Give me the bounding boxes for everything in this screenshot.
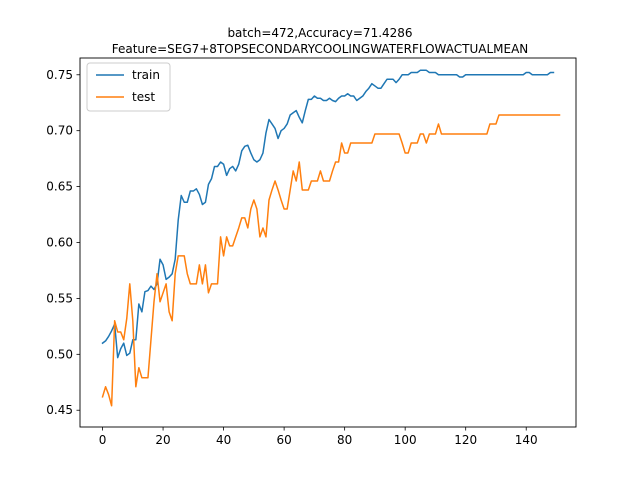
y-tick-label: 0.75 bbox=[46, 68, 73, 82]
x-axis: 0 20 40 60 80 100 120 140 bbox=[99, 427, 538, 447]
chart-title-line-1: batch=472,Accuracy=71.4286 bbox=[227, 26, 413, 40]
x-tick-label: 0 bbox=[99, 433, 107, 447]
y-tick-label: 0.45 bbox=[46, 403, 73, 417]
y-tick-label: 0.70 bbox=[46, 124, 73, 138]
y-axis: 0.45 0.50 0.55 0.60 0.65 0.70 0.75 bbox=[46, 68, 80, 417]
x-tick-label: 20 bbox=[155, 433, 170, 447]
x-tick-label: 80 bbox=[337, 433, 352, 447]
legend: train test bbox=[86, 62, 171, 112]
x-tick-label: 100 bbox=[394, 433, 417, 447]
legend-label-train: train bbox=[132, 68, 160, 82]
y-tick-label: 0.50 bbox=[46, 347, 73, 361]
series-line-test bbox=[101, 114, 561, 407]
chart-title-line-2: Feature=SEG7+8TOPSECONDARYCOOLINGWATERFL… bbox=[111, 42, 529, 56]
plot-area-frame bbox=[79, 57, 577, 428]
y-tick-label: 0.60 bbox=[46, 236, 73, 250]
series-line-train bbox=[101, 69, 555, 359]
y-tick-label: 0.55 bbox=[46, 291, 73, 305]
x-tick-label: 60 bbox=[276, 433, 291, 447]
series-layer bbox=[101, 69, 561, 407]
x-tick-label: 120 bbox=[454, 433, 477, 447]
x-tick-label: 140 bbox=[515, 433, 538, 447]
legend-label-test: test bbox=[132, 90, 155, 104]
y-tick-label: 0.65 bbox=[46, 180, 73, 194]
x-tick-label: 40 bbox=[216, 433, 231, 447]
